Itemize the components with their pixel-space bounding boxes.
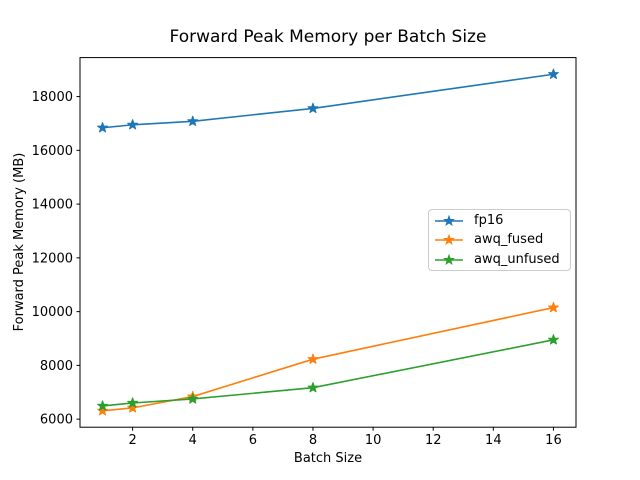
data-point-marker [187,115,199,127]
x-axis-label: Batch Size [293,451,363,466]
x-tick-label: 12 [425,433,442,448]
legend-label: awq_fused [474,232,544,247]
legend-label: awq_unfused [474,251,560,267]
data-point-marker [97,400,108,411]
legend-item: fp16 [434,212,570,230]
series-line [101,339,555,407]
data-point-marker [97,405,108,416]
series-line [101,306,555,412]
legend-line-marker-icon [435,214,463,226]
y-tick-label: 16000 [32,144,73,159]
y-tick-label: 12000 [32,251,73,266]
x-tick-label: 10 [365,433,382,448]
x-tick-label: 8 [309,433,317,448]
x-tick-label: 16 [545,433,562,448]
legend-item: awq_fused [434,231,570,249]
y-axis-label: Forward Peak Memory (MB) [12,152,27,332]
chart-title: Forward Peak Memory per Batch Size [169,27,487,47]
y-tick-label: 14000 [32,198,73,213]
y-tick-label: 6000 [40,413,73,428]
legend: fp16 awq_fused awq_unfused [428,209,571,271]
x-tick-label: 14 [485,433,502,448]
x-tick-label: 2 [128,433,136,448]
data-point-marker [97,122,108,133]
data-point-marker [307,353,319,364]
y-tick-label: 10000 [32,305,73,320]
data-point-marker [127,402,139,413]
legend-item: awq_unfused [434,251,570,269]
legend-line-marker-icon [435,253,463,265]
legend-label: fp16 [474,212,504,228]
x-tick-label: 6 [249,433,257,448]
data-point-marker [548,334,559,345]
data-point-marker [187,393,199,404]
data-point-marker [307,102,319,114]
y-tick-label: 18000 [32,90,73,105]
series-line [101,73,555,129]
data-point-marker [127,119,139,130]
data-point-marker [548,301,559,313]
data-point-marker [307,381,319,393]
data-point-marker [127,397,139,408]
y-tick-label: 8000 [40,359,73,374]
legend-line-marker-icon [435,234,463,246]
axes-frame [79,57,577,428]
data-point-marker [548,68,559,79]
x-tick-label: 4 [189,433,197,448]
